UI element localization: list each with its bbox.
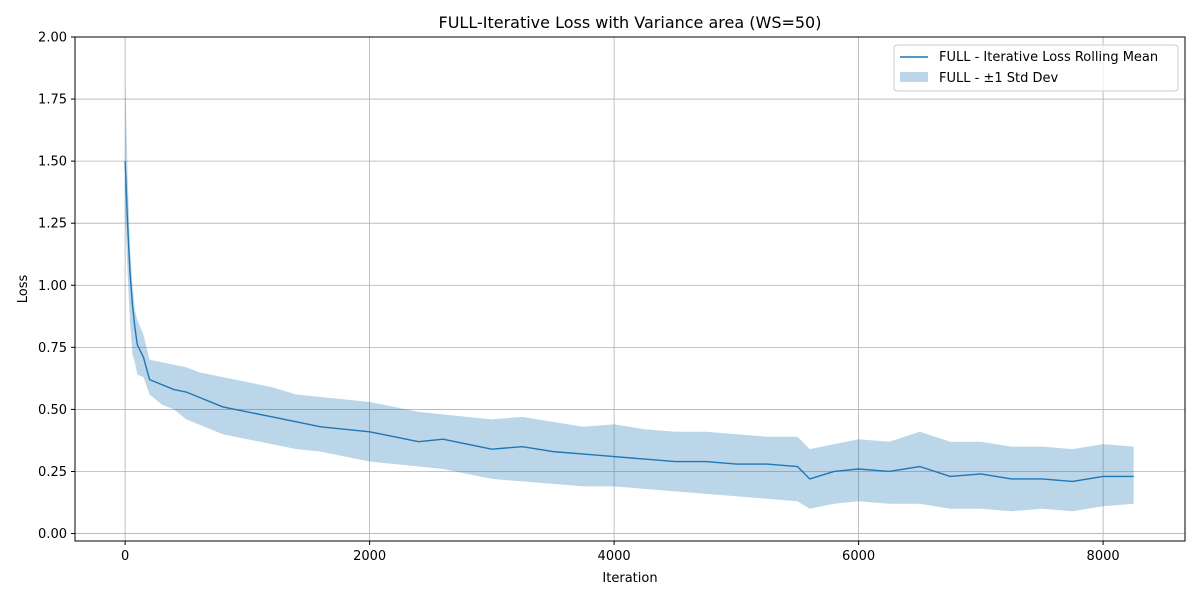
- chart-title: FULL-Iterative Loss with Variance area (…: [439, 13, 822, 32]
- y-axis: 0.00 0.25 0.50 0.75 1.00 1.25 1.50 1.75 2.00: [38, 31, 75, 542]
- y-tick-label: 1.25: [38, 217, 67, 232]
- band-layer: [125, 71, 1134, 512]
- plot-frame: [74, 36, 1186, 542]
- x-tick-label: 2000: [353, 549, 386, 564]
- y-tick-label: 0.50: [38, 403, 67, 418]
- y-tick-label: 1.50: [38, 155, 67, 170]
- y-tick-label: 2.00: [38, 31, 67, 46]
- legend-box: [893, 44, 1179, 92]
- rolling-mean-line: [124, 161, 1134, 483]
- x-tick-label: 6000: [842, 549, 875, 564]
- legend-band-swatch: [900, 72, 928, 82]
- std-dev-band: [125, 71, 1134, 512]
- legend-label-rolling-mean: FULL - Iterative Loss Rolling Mean: [939, 50, 1158, 65]
- x-axis: 0 2000 4000 6000 8000: [121, 541, 1120, 564]
- y-tick-label: 0.75: [38, 341, 67, 356]
- x-tick-label: 0: [121, 549, 129, 564]
- line-layer: [124, 161, 1134, 483]
- legend-label-std-dev: FULL - ±1 Std Dev: [939, 71, 1058, 86]
- y-axis-label: Loss: [16, 275, 31, 304]
- y-tick-label: 1.00: [38, 279, 67, 294]
- y-tick-label: 0.00: [38, 527, 67, 542]
- y-tick-label: 0.25: [38, 465, 67, 480]
- x-tick-label: 4000: [598, 549, 631, 564]
- legend: FULL - Iterative Loss Rolling Mean FULL …: [893, 44, 1179, 92]
- x-tick-label: 8000: [1087, 549, 1120, 564]
- x-axis-label: Iteration: [602, 571, 657, 586]
- y-tick-label: 1.75: [38, 93, 67, 108]
